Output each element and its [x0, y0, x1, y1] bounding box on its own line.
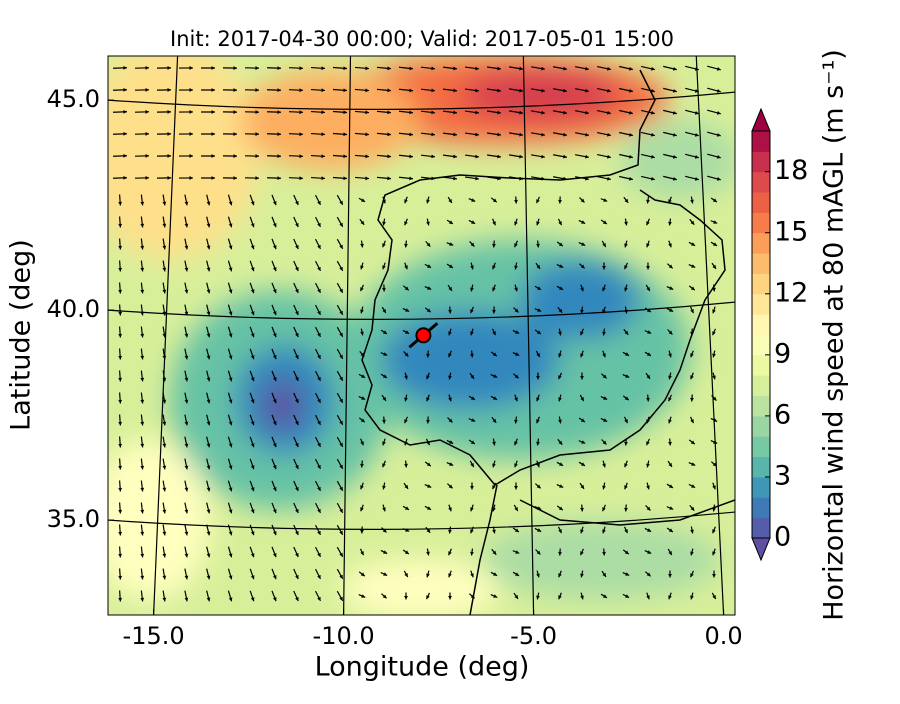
colorbar-tick-label: 15	[774, 216, 808, 247]
colorbar-segment	[752, 192, 770, 213]
x-tick-label: -15.0	[123, 622, 185, 650]
x-tick-label: -10.0	[313, 622, 375, 650]
colorbar-segment	[752, 518, 770, 539]
colorbar-extend-min	[752, 538, 770, 560]
y-tick-label: 45.0	[47, 85, 100, 113]
colorbar-segment	[752, 172, 770, 193]
colorbar-segment	[752, 335, 770, 356]
colorbar-segment	[752, 355, 770, 376]
colorbar-segment	[752, 273, 770, 294]
colorbar-label: Horizontal wind speed at 80 mAGL (m s⁻¹)	[819, 49, 850, 621]
colorbar-tick-label: 6	[774, 399, 791, 430]
x-axis-label: Longitude (deg)	[315, 652, 530, 683]
colorbar-segment	[752, 375, 770, 396]
colorbar-segment	[752, 233, 770, 254]
y-tick-label: 40.0	[47, 295, 100, 323]
colorbar-segment	[752, 294, 770, 315]
colorbar-segment	[752, 457, 770, 478]
y-axis-label: Latitude (deg)	[6, 239, 37, 431]
colorbar-extend-max	[752, 109, 770, 131]
x-tick-label: -5.0	[510, 622, 557, 650]
colorbar-segment	[752, 416, 770, 437]
colorbar-tick-label: 18	[774, 155, 808, 186]
colorbar-tick-label: 3	[774, 460, 791, 491]
colorbar: 0 3 6 9 12 15 18	[752, 109, 808, 560]
colorbar-tick-label: 0	[774, 522, 791, 553]
wind-field	[80, 40, 740, 620]
site-marker	[416, 328, 430, 342]
colorbar-segment	[752, 497, 770, 518]
map-title: Init: 2017-04-30 00:00; Valid: 2017-05-0…	[170, 27, 674, 51]
colorbar-segment	[752, 314, 770, 335]
colorbar-segment	[752, 212, 770, 233]
colorbar-tick-label: 9	[774, 338, 791, 369]
colorbar-segment	[752, 151, 770, 172]
colorbar-segment	[752, 253, 770, 274]
colorbar-segment	[752, 436, 770, 457]
colorbar-segment	[752, 477, 770, 498]
y-tick-label: 35.0	[47, 505, 100, 533]
colorbar-tick-label: 12	[774, 277, 808, 308]
colorbar-segment	[752, 131, 770, 152]
colorbar-segment	[752, 396, 770, 417]
x-tick-label: 0.0	[705, 622, 743, 650]
